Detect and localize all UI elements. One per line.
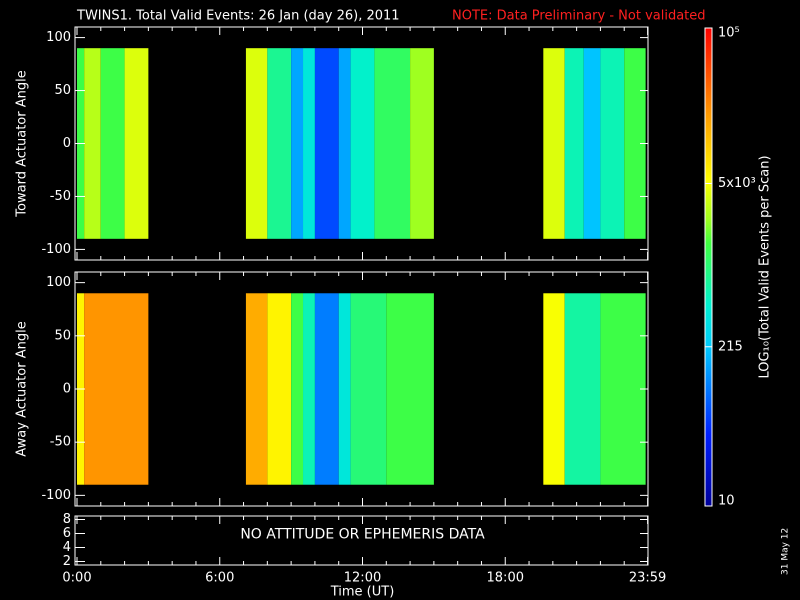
message: NO ATTITUDE OR EPHEMERIS DATA [240,527,485,543]
heatmap-cell [267,48,292,239]
y-tick-label: 0 [63,136,71,151]
colorbar [704,27,713,507]
heatmap-cell [84,48,101,239]
note: NOTE: Data Preliminary - Not validated [452,9,706,24]
heatmap-cell [100,48,125,239]
date-stamp: 31 May 12 [781,528,791,575]
heatmap-cell [583,48,601,239]
y-tick-label: 4 [63,540,71,555]
y-tick-label: 6 [63,526,71,541]
heatmap-cell [291,48,304,239]
heatmap-cell [564,48,584,239]
heatmap-cell [338,293,351,485]
heatmap-cell [543,48,565,239]
y-tick-label: 0 [63,382,71,397]
colorbar-label: LOG₁₀(Total Valid Events per Scan) [758,155,773,378]
heatmap-cell [600,48,625,239]
heatmap-cell [303,293,315,485]
x-tick-label: 12:00 [344,571,381,586]
heatmap-cell [124,48,149,239]
heatmap-cell [338,48,351,239]
heatmap-cell [303,48,315,239]
colorbar-tick-label: 10 [718,494,735,509]
heatmap-cell [350,48,375,239]
x-tick-label: 0:00 [62,571,91,586]
y-tick-label: -50 [50,189,71,204]
heatmap-cell [245,293,268,485]
heatmap-cell [543,293,565,485]
chart-title: TWINS1. Total Valid Events: 26 Jan (day … [76,9,400,24]
y-axis-label: Toward Actuator Angle [15,70,30,217]
heatmap-cell [374,48,411,239]
y-axis-label: Away Actuator Angle [15,321,30,456]
heatmap-cell [314,293,339,485]
heatmap-cell [267,293,292,485]
y-tick-label: 8 [63,512,71,527]
heatmap-cell [245,48,268,239]
y-tick-label: 100 [46,275,71,290]
heatmap-cell [564,293,601,485]
colorbar-tick-label: 5x10³ [718,176,756,191]
y-tick-label: 2 [63,554,71,569]
heatmap-cell [84,293,149,485]
x-axis-label: Time (UT) [330,585,395,600]
heatmap-cell [410,48,434,239]
x-tick-label: 23:59 [629,571,666,586]
y-tick-label: -100 [41,242,71,257]
heatmap-cell [600,293,646,485]
panel-frame [74,515,649,566]
y-tick-label: -100 [41,488,71,503]
y-tick-label: 50 [54,83,71,98]
heatmap-cell [350,293,387,485]
heatmap-cell [386,293,434,485]
colorbar-tick-label: 10⁵ [718,26,740,41]
y-tick-label: 100 [46,30,71,45]
x-tick-label: 6:00 [205,571,234,586]
heatmap-cell [291,293,304,485]
y-tick-label: -50 [50,435,71,450]
x-tick-label: 18:00 [487,571,524,586]
colorbar-tick-label: 215 [718,339,743,354]
heatmap-cell [314,48,339,239]
heatmap-cell [624,48,646,239]
y-tick-label: 50 [54,328,71,343]
